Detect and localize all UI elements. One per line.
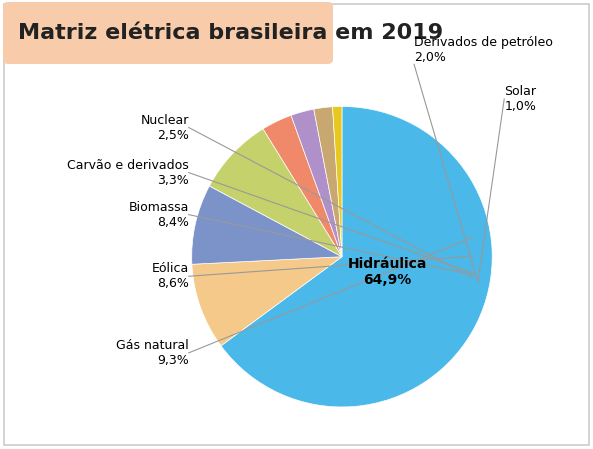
Text: Derivados de petróleo
2,0%: Derivados de petróleo 2,0%: [414, 36, 553, 64]
Text: Hidráulica
64,9%: Hidráulica 64,9%: [347, 257, 427, 287]
Text: Carvão e derivados
3,3%: Carvão e derivados 3,3%: [67, 158, 189, 187]
Text: Biomassa
8,4%: Biomassa 8,4%: [128, 201, 189, 229]
Wedge shape: [192, 257, 342, 346]
Wedge shape: [333, 106, 342, 257]
Text: Nuclear
2,5%: Nuclear 2,5%: [141, 114, 189, 141]
Wedge shape: [291, 109, 342, 257]
Text: Eólica
8,6%: Eólica 8,6%: [151, 262, 189, 290]
Text: Solar
1,0%: Solar 1,0%: [504, 85, 536, 113]
Wedge shape: [263, 115, 342, 257]
FancyBboxPatch shape: [3, 2, 333, 64]
Wedge shape: [314, 107, 342, 257]
Wedge shape: [209, 129, 342, 257]
Text: Matriz elétrica brasileira em 2019: Matriz elétrica brasileira em 2019: [18, 23, 443, 43]
Wedge shape: [221, 106, 492, 407]
Text: Gás natural
9,3%: Gás natural 9,3%: [116, 339, 189, 367]
Wedge shape: [192, 186, 342, 264]
